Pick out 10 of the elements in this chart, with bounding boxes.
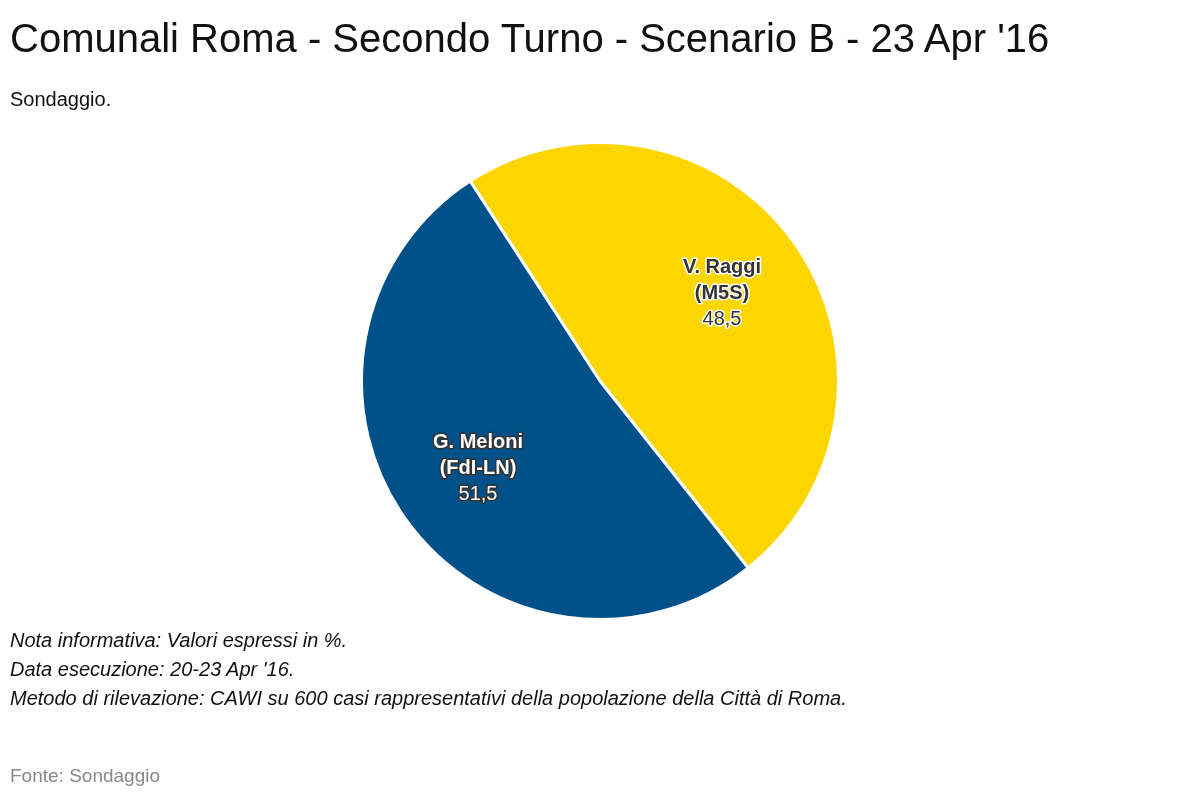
data-label: 48,5 <box>702 306 742 329</box>
chart-title: Comunali Roma - Secondo Turno - Scenario B - 23 Apr '16 <box>10 16 1050 61</box>
text: Sondaggio. <box>10 88 112 111</box>
text: Metodo di rilevazione: CAWI su 600 casi rappresentativi della popolazione della Città di Roma. <box>10 686 847 711</box>
slice-label: V. Raggi (M5S) <box>682 254 762 303</box>
data-label: 51,5 <box>458 482 498 505</box>
source-note: Fonte: Sondaggio <box>10 765 161 787</box>
text: Data esecuzione: 20-23 Apr '16. <box>10 657 296 682</box>
slice-label: G. Meloni (FdI-LN) <box>432 430 523 479</box>
text: Nota informativa: Valori espressi in %. <box>10 628 349 653</box>
